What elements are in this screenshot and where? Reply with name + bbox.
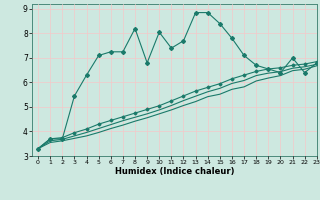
X-axis label: Humidex (Indice chaleur): Humidex (Indice chaleur) (115, 167, 234, 176)
